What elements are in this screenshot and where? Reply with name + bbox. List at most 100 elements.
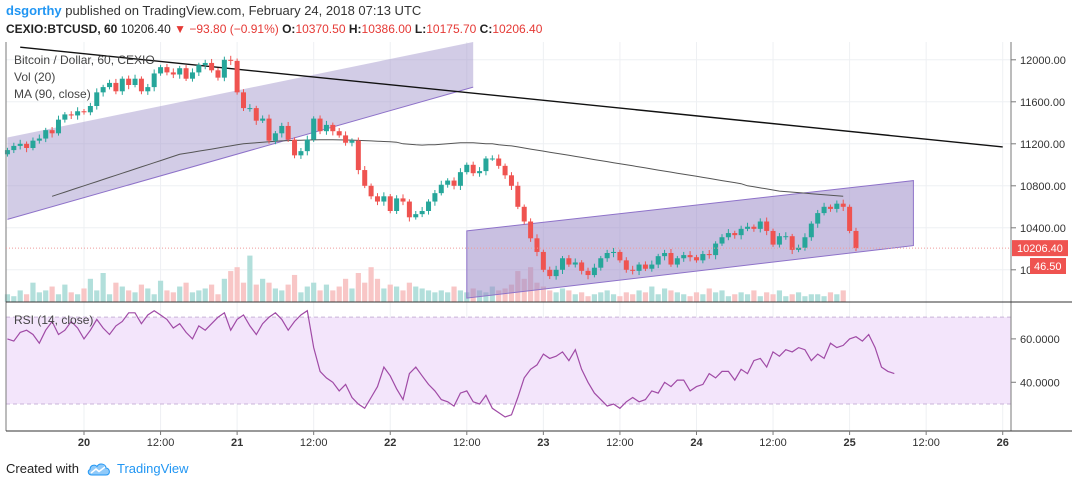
volume-bar — [668, 290, 674, 302]
candle-body — [228, 59, 234, 61]
volume-bar — [11, 296, 17, 302]
volume-bar — [636, 290, 642, 302]
candle-body — [445, 180, 451, 185]
candle-body — [649, 264, 655, 269]
volume-bar — [572, 294, 578, 302]
volume-bar — [483, 292, 489, 302]
candle-body — [189, 72, 195, 79]
candle-body — [808, 223, 814, 238]
volume-bar — [649, 286, 655, 302]
volume-bar — [394, 286, 400, 302]
time-tick-label: 24 — [690, 437, 703, 449]
volume-bar — [681, 294, 687, 302]
volume-bar — [387, 284, 393, 302]
volume-bar — [157, 280, 164, 302]
volume-bar — [789, 294, 795, 302]
candle-body — [732, 233, 738, 236]
volume-bar — [330, 290, 336, 302]
candle-body — [107, 82, 113, 88]
time-tick-label: 22 — [384, 437, 396, 449]
rsi-tick-label: 40.0000 — [1020, 377, 1060, 389]
time-tick-label: 12:00 — [147, 437, 175, 449]
candle-body — [260, 118, 266, 121]
candle-body — [362, 170, 368, 186]
candle-body — [304, 139, 310, 152]
volume-bar — [164, 290, 170, 302]
candle-body — [432, 193, 438, 202]
candle-body — [164, 67, 170, 73]
lower-channel — [466, 180, 914, 299]
low-label: L: — [414, 22, 427, 36]
volume-bar — [189, 292, 196, 302]
candle-body — [266, 118, 272, 141]
high-value: 10386.00 — [361, 22, 412, 36]
candles[interactable] — [4, 55, 859, 280]
candle-body — [681, 255, 687, 259]
volume-bar — [604, 290, 610, 302]
volume-bar — [285, 284, 291, 302]
candle-body — [738, 228, 744, 236]
time-tick-label: 25 — [843, 437, 855, 449]
volume-bar — [687, 296, 693, 302]
drawings[interactable] — [7, 42, 1003, 299]
volume-bar — [591, 294, 597, 302]
candle-body — [196, 65, 202, 73]
candle-body — [75, 111, 81, 116]
volume-bar — [598, 292, 604, 302]
candle-body — [253, 108, 259, 121]
candle-body — [783, 236, 789, 238]
volume-bar — [36, 292, 42, 302]
volume-bar — [655, 294, 661, 302]
volume-bar — [413, 286, 419, 302]
volume-bar — [725, 296, 731, 302]
price-tick-label: 11200.00 — [1020, 139, 1065, 151]
candle-body — [55, 119, 61, 134]
volume-bar — [260, 278, 266, 302]
volume-bar — [209, 284, 215, 302]
candle-body — [725, 233, 731, 238]
candle-body — [183, 68, 189, 79]
author-name[interactable]: dsgorthy — [6, 3, 62, 18]
volume-bar — [30, 282, 36, 302]
volume-bar — [610, 294, 617, 302]
open-value: 10370.50 — [295, 22, 346, 36]
candle-body — [298, 151, 304, 156]
candle-body — [400, 198, 406, 202]
volume-bar — [553, 292, 559, 302]
candle-body — [241, 92, 246, 109]
open-label: O: — [282, 22, 296, 36]
candle-body — [221, 59, 227, 78]
volume-bar — [693, 292, 700, 302]
volume-bar — [400, 290, 406, 302]
publish-info: dsgorthy published on TradingView.com, F… — [6, 3, 421, 18]
volume-bar — [240, 282, 247, 302]
candle-body — [374, 196, 380, 202]
candle-body — [387, 196, 393, 211]
candle-body — [489, 158, 495, 160]
candle-body — [547, 269, 553, 277]
volume-bar — [126, 290, 132, 302]
candle-body — [508, 175, 514, 186]
volume-bar — [170, 292, 176, 302]
volume-bar — [62, 284, 68, 302]
volume-bar — [406, 282, 412, 302]
candle-body — [49, 130, 55, 134]
volume-bar — [298, 292, 304, 302]
candle-body — [847, 206, 853, 231]
volume-bar — [623, 292, 629, 302]
upper-channel-fill — [7, 42, 474, 220]
volume-bar — [617, 296, 623, 302]
volume-bar — [579, 292, 585, 302]
tradingview-brand[interactable]: TradingView — [116, 461, 189, 476]
candle-body — [617, 251, 623, 261]
volume-bar — [815, 294, 821, 302]
candle-body — [100, 87, 106, 93]
candle-body — [426, 201, 432, 211]
volume-bar — [642, 292, 649, 302]
candle-body — [234, 60, 240, 93]
tradingview-cloud-icon[interactable] — [87, 462, 111, 476]
volume-bar — [457, 290, 464, 302]
price-tick-label: 12000.00 — [1020, 55, 1066, 67]
volume-bar — [585, 296, 591, 302]
